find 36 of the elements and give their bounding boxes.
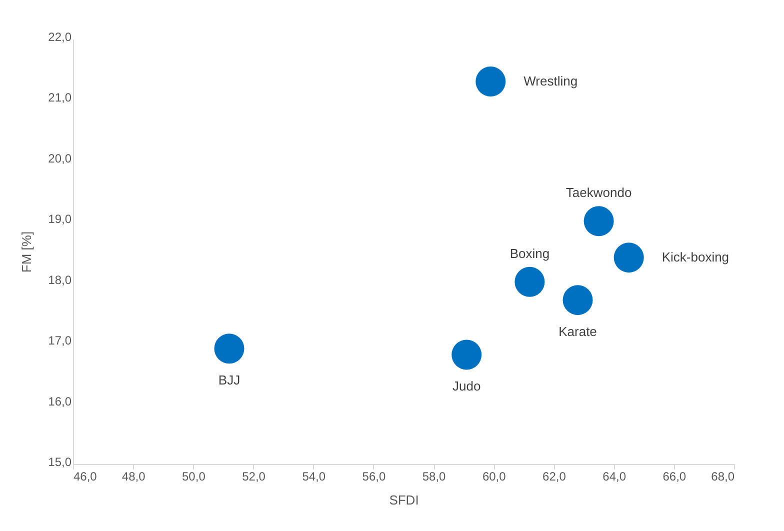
x-tick-label: 64,0	[602, 470, 626, 484]
x-tick-label: 58,0	[422, 470, 446, 484]
y-tick-label: 18,0	[48, 272, 72, 287]
annotation: Karate	[558, 324, 597, 340]
point	[562, 285, 593, 316]
x-tick-label: 54,0	[302, 470, 326, 484]
y-tick-label: 22,0	[48, 30, 72, 44]
x-tick-label: 50,0	[182, 470, 206, 484]
x-tick-label: 48,0	[122, 470, 146, 484]
annotation: Taekwondo	[566, 185, 632, 200]
annotation: Kick-boxing	[662, 250, 730, 265]
y-tick-label: 16,0	[48, 394, 72, 408]
y-tick-label: 20,0	[48, 151, 72, 166]
x-tick-label: 56,0	[362, 470, 386, 484]
annotation: Judo	[452, 378, 481, 394]
y-tick-label: 17,0	[48, 334, 72, 348]
point	[514, 266, 545, 297]
annotation: Wrestling	[524, 74, 578, 88]
y-tick-label: 21,0	[48, 90, 72, 105]
point	[214, 334, 244, 364]
annotation: Boxing	[510, 246, 550, 261]
x-tick-label: 52,0	[242, 470, 266, 484]
point	[584, 206, 614, 236]
x-tick-label: 62,0	[542, 470, 566, 484]
x-tick-label: 46,0	[74, 470, 98, 484]
point	[476, 66, 506, 96]
x-tick-label: 60,0	[482, 470, 506, 484]
x-tick-label: 68,0	[711, 470, 735, 484]
y-tick-label: 19,0	[48, 212, 72, 226]
annotation: BJJ	[218, 372, 240, 388]
point	[452, 340, 482, 370]
y-tick-label: 15,0	[48, 455, 72, 469]
x-axis-title: SFDI	[389, 492, 419, 508]
y-axis-title: FM [%]	[19, 231, 34, 273]
point	[614, 242, 644, 273]
x-tick-label: 66,0	[662, 470, 686, 484]
